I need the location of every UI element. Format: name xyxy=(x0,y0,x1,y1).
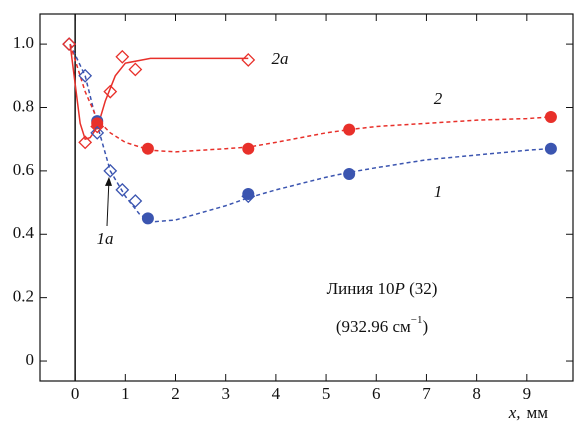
data-point xyxy=(141,212,154,225)
data-point xyxy=(78,68,93,83)
series-label: 2 xyxy=(434,89,443,108)
data-point xyxy=(128,194,143,208)
y-tick-label: 0 xyxy=(26,350,35,369)
y-tick-label: 0.8 xyxy=(13,96,34,115)
x-tick-label: 7 xyxy=(422,384,431,403)
annotation-part: (32) xyxy=(405,279,438,298)
arrow xyxy=(106,178,110,227)
data-point xyxy=(242,142,255,155)
series-label: 2a xyxy=(272,49,289,68)
data-point xyxy=(128,62,143,77)
plot-frame xyxy=(39,13,574,382)
x-tick-label: 9 xyxy=(523,384,532,403)
data-point xyxy=(90,125,105,140)
data-point xyxy=(115,49,130,64)
annotation-line2: (932.96 см−1) xyxy=(336,314,428,336)
data-point xyxy=(90,119,105,134)
y-tick-label: 0.6 xyxy=(13,160,34,179)
annotation-line1: Линия 10P (32) xyxy=(327,279,438,298)
annotation-part: ) xyxy=(423,317,429,336)
y-tick-label: 0.4 xyxy=(13,223,35,242)
annotation-part: P xyxy=(393,279,404,298)
x-label-unit: мм xyxy=(526,403,548,422)
data-point xyxy=(103,84,118,99)
annotation-part: (932.96 см xyxy=(336,317,411,336)
x-tick-label: 4 xyxy=(272,384,281,403)
annotation-part: Линия 10 xyxy=(327,279,395,298)
x-tick-label: 3 xyxy=(221,384,230,403)
data-point xyxy=(241,189,256,204)
data-point xyxy=(343,123,356,136)
arrow-head xyxy=(105,176,112,186)
data-point xyxy=(78,135,93,150)
data-point xyxy=(544,142,557,155)
x-tick-label: 6 xyxy=(372,384,381,403)
annotation-sup: −1 xyxy=(411,314,423,326)
data-point xyxy=(103,163,118,178)
series-label: 1a xyxy=(97,229,114,248)
series-label: 1 xyxy=(434,182,443,201)
x-tick-label: 2 xyxy=(171,384,180,403)
fit-curve xyxy=(69,43,550,223)
data-point xyxy=(241,53,256,67)
x-axis-label: x, мм xyxy=(508,403,549,422)
data-point xyxy=(343,168,356,181)
data-point xyxy=(62,37,77,52)
x-tick-label: 0 xyxy=(71,384,80,403)
y-tick-label: 0.2 xyxy=(13,287,34,306)
x-label-var: x, xyxy=(508,403,521,422)
x-tick-label: 1 xyxy=(121,384,130,403)
data-point xyxy=(115,182,130,197)
data-point xyxy=(242,188,255,201)
data-point xyxy=(544,111,557,124)
x-tick-label: 5 xyxy=(322,384,331,403)
y-tick-label: 1.0 xyxy=(13,33,34,52)
data-point xyxy=(141,142,154,155)
x-tick-label: 8 xyxy=(472,384,481,403)
data-point xyxy=(91,117,104,130)
